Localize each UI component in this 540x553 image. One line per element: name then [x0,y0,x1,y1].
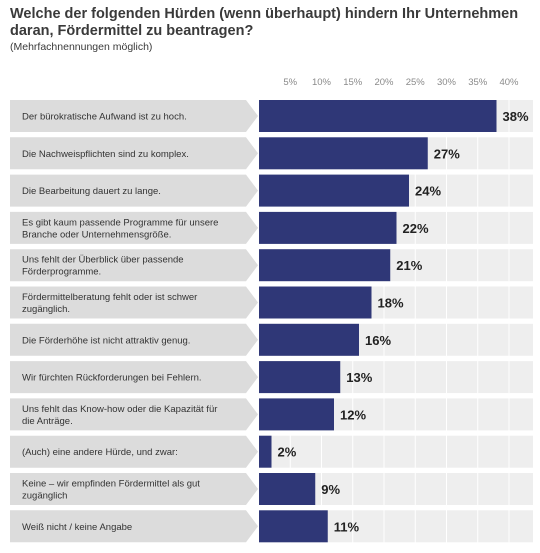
value-label: 21% [396,258,422,273]
x-tick-label: 40% [499,77,519,88]
x-tick-label: 25% [406,77,426,88]
x-tick-label: 20% [374,77,394,88]
bar [259,100,497,132]
x-tick-label: 5% [283,77,297,88]
x-tick-label: 15% [343,77,363,88]
value-label: 13% [346,370,372,385]
value-label: 16% [365,333,391,348]
value-label: 2% [278,445,297,460]
value-label: 24% [415,184,441,199]
value-label: 38% [503,109,529,124]
value-label: 12% [340,407,366,422]
bar [259,324,359,356]
bar [259,473,315,505]
bar [259,175,409,207]
value-label: 18% [378,296,404,311]
bar [259,398,334,430]
category-label: Wir fürchten Rückforderungen bei Fehlern… [22,373,202,384]
x-tick-label: 35% [468,77,488,88]
category-label: Die Bearbeitung dauert zu lange. [22,186,161,197]
value-label: 27% [434,146,460,161]
category-label: (Auch) eine andere Hürde, und zwar: [22,447,178,458]
row-band [259,436,533,468]
value-label: 9% [321,482,340,497]
value-label: 22% [403,221,429,236]
bar [259,436,272,468]
category-label: Die Nachweispflichten sind zu komplex. [22,149,189,160]
bar [259,249,390,281]
bar [259,361,340,393]
value-label: 11% [334,519,360,534]
bar [259,212,397,244]
bar [259,510,328,542]
x-tick-label: 10% [312,77,332,88]
category-label: Die Förderhöhe ist nicht attraktiv genug… [22,335,190,346]
category-label: Weiß nicht / keine Angabe [22,522,132,533]
bar [259,137,428,169]
x-tick-label: 30% [437,77,457,88]
category-label: Der bürokratische Aufwand ist zu hoch. [22,112,187,123]
bar [259,287,372,319]
